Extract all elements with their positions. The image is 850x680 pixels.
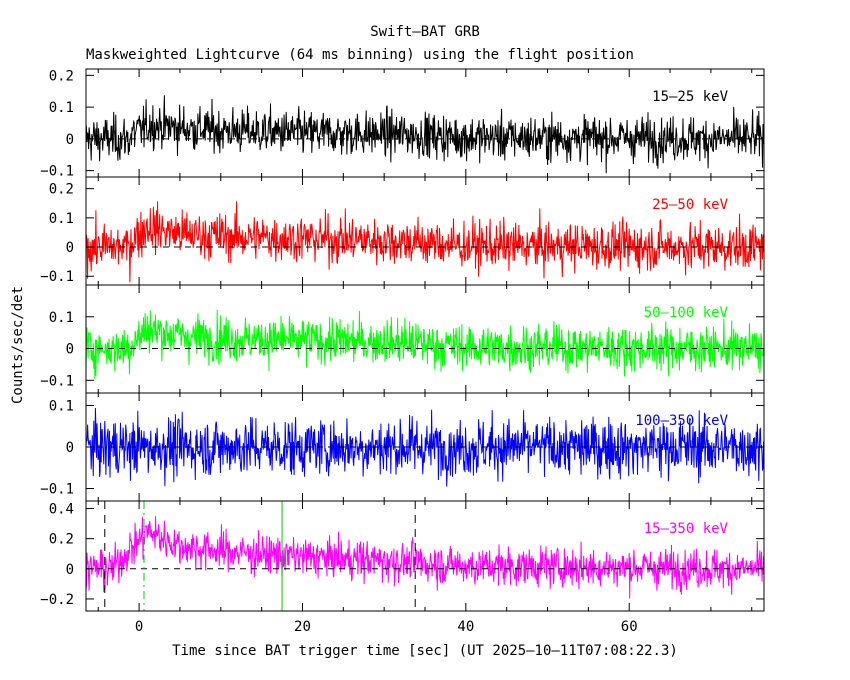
y-tick-label: 0.2 <box>49 182 74 198</box>
series-trace <box>86 309 764 380</box>
x-tick-label: 20 <box>294 619 311 635</box>
series-trace <box>86 95 764 174</box>
y-tick-label: 0.4 <box>49 502 74 518</box>
series-label: 15–25 keV <box>652 89 728 105</box>
series-label: 50–100 keV <box>644 305 729 321</box>
series-label: 15–350 keV <box>644 521 729 537</box>
panel-2: −0.1 0 0.1 0.2 25–50 keV <box>40 176 765 286</box>
y-tick-label: 0 <box>66 562 74 578</box>
panels: −0.1 0 0.1 0.2 15–25 keV −0.1 0 0.1 0.2 25–50 keV… <box>40 68 765 635</box>
y-tick-label: −0.1 <box>40 373 74 389</box>
x-tick-label: 40 <box>457 619 474 635</box>
y-tick-label: 0.2 <box>49 68 74 84</box>
y-tick-label: 0 <box>66 342 74 358</box>
series-label: 25–50 keV <box>652 197 728 213</box>
y-tick-label: 0.1 <box>49 310 74 326</box>
y-tick-label: 0.1 <box>49 211 74 227</box>
y-tick-label: 0 <box>66 132 74 148</box>
y-axis-label: Counts/sec/det <box>10 286 26 404</box>
series-label: 100–350 keV <box>635 413 728 429</box>
x-tick-label: 60 <box>621 619 638 635</box>
panel-5: −0.2 0 0.2 0.4 15–350 keV <box>40 500 765 612</box>
chart-subtitle: Maskweighted Lightcurve (64 ms binning) … <box>86 47 634 63</box>
series-trace <box>86 201 764 283</box>
chart-title: Swift–BAT GRB <box>370 24 480 40</box>
panel-4: −0.1 0 0.1 100–350 keV <box>40 392 765 502</box>
panel-1: −0.1 0 0.1 0.2 15–25 keV <box>40 68 765 180</box>
y-tick-label: −0.2 <box>40 592 74 608</box>
y-tick-label: −0.1 <box>40 269 74 285</box>
y-tick-label: 0 <box>66 440 74 456</box>
y-tick-label: −0.1 <box>40 164 74 180</box>
y-tick-label: 0 <box>66 240 74 256</box>
y-tick-label: 0.1 <box>49 398 74 414</box>
series-trace <box>86 407 764 487</box>
y-tick-label: −0.1 <box>40 482 74 498</box>
series-trace <box>86 516 764 599</box>
x-axis-label: Time since BAT trigger time [sec] (UT 20… <box>172 643 678 659</box>
y-tick-label: 0.2 <box>49 532 74 548</box>
y-tick-label: 0.1 <box>49 100 74 116</box>
x-tick-label: 0 <box>135 619 143 635</box>
panel-3: −0.1 0 0.1 50–100 keV <box>40 284 765 394</box>
